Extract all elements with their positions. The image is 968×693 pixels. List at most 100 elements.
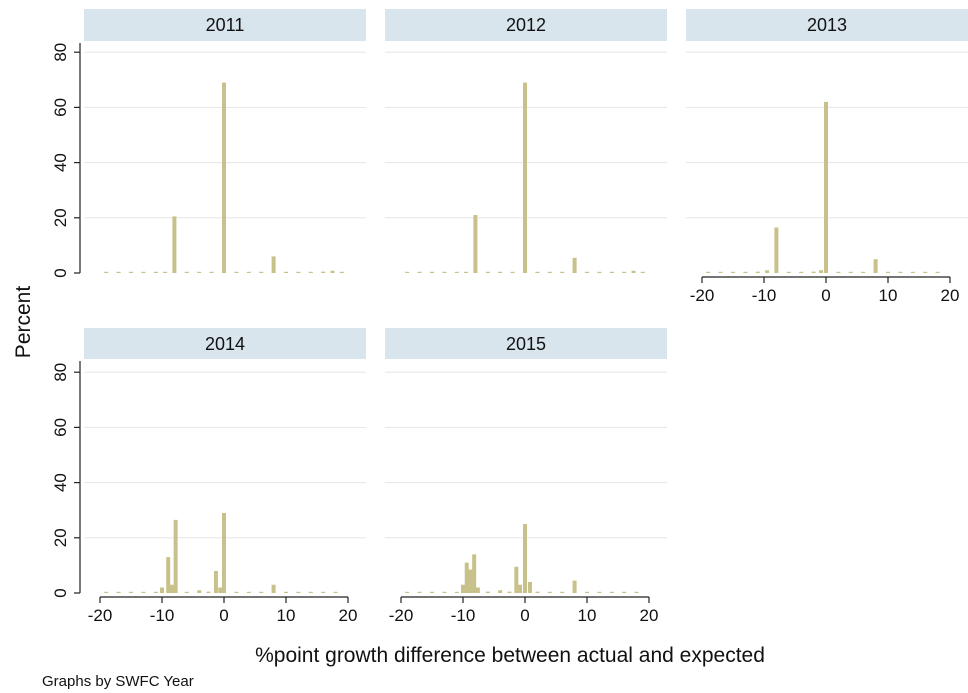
histogram-bar [104, 591, 109, 593]
histogram-bar [597, 271, 602, 273]
histogram-bar [836, 271, 841, 273]
x-tick-label: 0 [821, 286, 830, 305]
x-tick-label: -10 [150, 606, 175, 625]
x-tick-label: -20 [88, 606, 113, 625]
histogram-bar [507, 591, 512, 593]
histogram-bar [213, 570, 218, 593]
histogram-bar [160, 587, 164, 593]
histogram-bar [308, 271, 313, 273]
histogram-bar [473, 215, 478, 273]
histogram-bar [246, 591, 251, 593]
histogram-bar [560, 591, 565, 593]
histogram-bar [585, 271, 589, 273]
histogram-bar [246, 271, 251, 273]
histogram-bar [819, 270, 824, 273]
histogram-bar [234, 591, 239, 593]
histogram-bar [718, 271, 723, 273]
x-tick-label: 10 [578, 606, 597, 625]
panel-header [385, 9, 667, 41]
histogram-bar [464, 271, 469, 273]
histogram-bar [848, 271, 853, 273]
histogram-bar [547, 591, 552, 593]
histogram-bar [259, 591, 264, 593]
x-tick-label: -20 [389, 606, 414, 625]
histogram-bar [514, 566, 519, 593]
histogram-bar [206, 591, 211, 593]
histogram-bar [284, 271, 288, 273]
panel-title: 2011 [206, 15, 245, 35]
histogram-bar [731, 271, 735, 273]
histogram-bar [430, 271, 434, 273]
histogram-bar [259, 271, 264, 273]
histogram-bar [129, 591, 133, 593]
panel-title: 2014 [205, 334, 245, 354]
x-tick-label: 20 [941, 286, 960, 305]
histogram-bar [234, 271, 239, 273]
y-axis-title: Percent [12, 286, 35, 359]
histogram-bar [405, 271, 410, 273]
histogram-bar [786, 271, 791, 273]
histogram-bar [166, 557, 171, 593]
histogram-bar [321, 271, 326, 273]
x-tick-label: 20 [640, 606, 659, 625]
panel-title: 2015 [506, 334, 546, 354]
histogram-bar [755, 271, 760, 273]
graphs-by-note: Graphs by SWFC Year [42, 673, 194, 690]
histogram-bar [321, 591, 326, 593]
histogram-bar [222, 82, 226, 273]
histogram-bar [535, 271, 540, 273]
panel-header [84, 9, 366, 41]
x-tick-label: -10 [451, 606, 476, 625]
histogram-bar [585, 591, 589, 593]
histogram-bar [910, 271, 915, 273]
histogram-bar [622, 271, 627, 273]
histogram-bar [472, 554, 477, 593]
histogram-bar [774, 227, 779, 273]
x-axis-title: %point growth difference between actual … [255, 644, 765, 667]
histogram-bar [523, 82, 527, 273]
histogram-bar [222, 512, 226, 593]
histogram-bar [706, 271, 711, 273]
y-tick-label: 60 [51, 418, 70, 437]
histogram-bar [284, 591, 288, 593]
histogram-bar [173, 519, 178, 593]
histogram-bar [475, 587, 480, 593]
histogram-bar [824, 101, 828, 273]
x-tick-label: 20 [339, 606, 358, 625]
histogram-bar [873, 259, 878, 273]
histogram-bar [330, 270, 335, 273]
y-tick-label: 80 [51, 363, 70, 382]
histogram-bar [765, 270, 770, 273]
histogram-bar [464, 562, 469, 593]
y-tick-label: 20 [51, 528, 70, 547]
histogram-bar [442, 591, 447, 593]
histogram-bar [597, 591, 602, 593]
histogram-bar [461, 584, 465, 593]
panel-2015: 2015 -20 -10 0 10 20 [385, 328, 667, 625]
histogram-bar [141, 271, 146, 273]
x-tick-label: -20 [690, 286, 715, 305]
histogram-bar [339, 271, 344, 273]
histogram-bar [609, 591, 614, 593]
histogram-bar [209, 271, 214, 273]
panel-2012: 2012 [385, 9, 667, 273]
histogram-bar [935, 271, 940, 273]
histogram-bar [498, 590, 503, 593]
histogram-bar [172, 216, 177, 273]
histogram-bar [184, 271, 189, 273]
histogram-bar [442, 271, 447, 273]
histogram-bar [163, 271, 168, 273]
histogram-bar [271, 584, 276, 593]
histogram-bar [560, 271, 565, 273]
histogram-bar [197, 590, 202, 593]
y-tick-label: 40 [51, 473, 70, 492]
y-tick-label: 80 [51, 43, 70, 62]
histogram-bar [129, 271, 133, 273]
x-tick-label: 10 [879, 286, 898, 305]
histogram-bar [572, 580, 577, 593]
panel-2013: 2013 -20 -10 0 10 20 [686, 9, 968, 305]
histogram-bar [417, 591, 422, 593]
histogram-bar [169, 584, 174, 593]
histogram-bar [116, 591, 121, 593]
